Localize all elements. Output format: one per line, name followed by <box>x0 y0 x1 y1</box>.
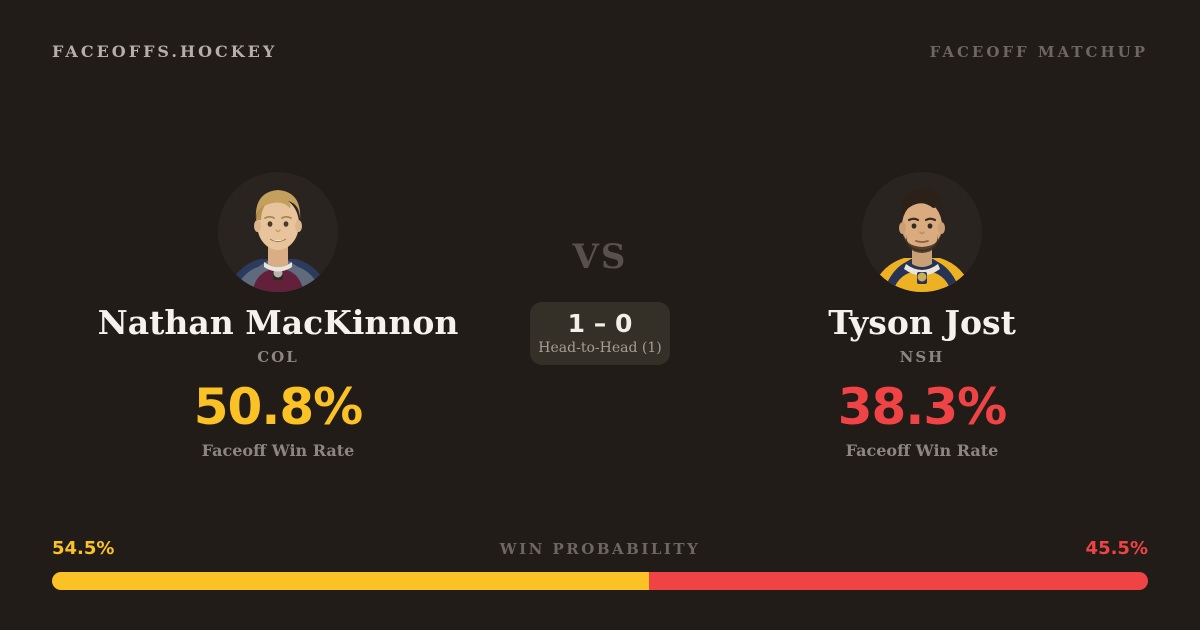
vs-label: VS <box>572 237 628 277</box>
win-probability-section: 54.5% WIN PROBABILITY 45.5% <box>52 538 1148 590</box>
page-label: FACEOFF MATCHUP <box>929 43 1148 61</box>
head-to-head-box: 1 – 0 Head-to-Head (1) <box>530 302 670 365</box>
header: FACEOFFS.HOCKEY FACEOFF MATCHUP <box>52 42 1148 61</box>
player-avatar-right <box>862 172 982 292</box>
win-probability-right-pct: 45.5% <box>1085 538 1148 559</box>
win-rate-left: 50.8% <box>193 378 363 437</box>
win-bar-right-segment <box>649 572 1148 590</box>
team-abbr-right: NSH <box>899 348 945 367</box>
matchup-section: Nathan MacKinnon COL 50.8% Faceoff Win R… <box>52 172 1148 460</box>
brand-logo-text: FACEOFFS.HOCKEY <box>52 42 278 61</box>
player-card-left: Nathan MacKinnon COL 50.8% Faceoff Win R… <box>52 172 504 460</box>
center-column: VS 1 – 0 Head-to-Head (1) <box>504 172 696 460</box>
head-to-head-score: 1 – 0 <box>567 309 633 338</box>
win-probability-left-pct: 54.5% <box>52 538 115 559</box>
player-name-left: Nathan MacKinnon <box>97 303 459 342</box>
win-rate-right: 38.3% <box>837 378 1007 437</box>
win-probability-title: WIN PROBABILITY <box>499 540 701 558</box>
head-to-head-label: Head-to-Head (1) <box>538 339 662 356</box>
win-probability-bar <box>52 572 1148 590</box>
player-name-right: Tyson Jost <box>828 303 1016 342</box>
win-bar-left-segment <box>52 572 650 590</box>
win-rate-label-left: Faceoff Win Rate <box>201 441 355 461</box>
win-rate-label-right: Faceoff Win Rate <box>845 441 999 461</box>
team-abbr-left: COL <box>257 348 299 367</box>
win-probability-labels: 54.5% WIN PROBABILITY 45.5% <box>52 538 1148 559</box>
player-photo-left <box>226 190 330 292</box>
player-card-right: Tyson Jost NSH 38.3% Faceoff Win Rate <box>696 172 1148 460</box>
player-avatar-left <box>218 172 338 292</box>
player-photo-right <box>871 187 973 292</box>
